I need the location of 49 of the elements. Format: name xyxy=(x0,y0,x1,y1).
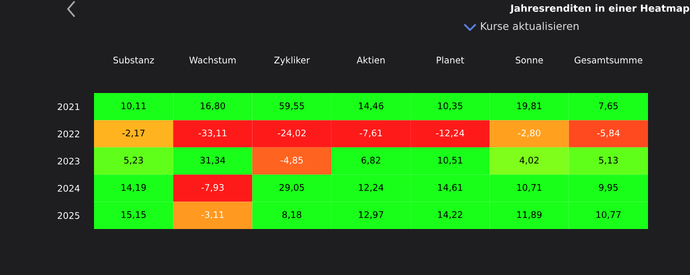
chart-title: Jahresrenditen in einer Heatmap xyxy=(510,4,690,14)
x-tick-label: Sonne xyxy=(516,56,543,64)
data-label: 12,97 xyxy=(359,211,384,219)
data-label: -2,80 xyxy=(518,130,540,138)
data-label: 11,89 xyxy=(517,211,542,219)
data-label: 14,19 xyxy=(122,184,146,192)
data-label: -24,02 xyxy=(278,130,306,138)
data-label: -7,93 xyxy=(201,184,224,192)
data-label: 15,15 xyxy=(122,211,146,219)
data-label: 29,05 xyxy=(280,184,304,192)
data-label: 14,61 xyxy=(438,184,462,192)
data-label: 10,35 xyxy=(438,102,462,110)
y-tick-label: 2022 xyxy=(58,130,80,138)
text: Kurse aktualisieren xyxy=(481,22,579,30)
data-label: 10,71 xyxy=(517,184,542,192)
y-tick-label: 2023 xyxy=(58,158,80,165)
data-label: 10,11 xyxy=(122,102,146,110)
data-label: 10,51 xyxy=(438,156,462,165)
data-label: -7,61 xyxy=(360,130,382,138)
data-label: 14,46 xyxy=(359,102,384,110)
data-label: 12,24 xyxy=(359,184,384,192)
data-label: 5,23 xyxy=(124,156,143,165)
x-tick-label: Zykliker xyxy=(274,56,310,66)
data-label: -33,11 xyxy=(198,130,226,138)
x-tick-label: Gesamtsumme xyxy=(574,56,642,64)
data-label: -12,24 xyxy=(436,130,464,138)
x-tick-label: Planet xyxy=(436,56,464,64)
data-label: 4,02 xyxy=(520,156,538,165)
data-label: 14,22 xyxy=(438,211,462,219)
y-tick-label: 2024 xyxy=(58,184,80,192)
data-label: 16,80 xyxy=(200,102,226,110)
data-label: 9,95 xyxy=(598,184,618,192)
data-label: 5,13 xyxy=(599,156,618,165)
data-label: 31,34 xyxy=(200,156,226,165)
x-tick-label: Aktien xyxy=(356,56,385,64)
data-label: -5,84 xyxy=(597,130,620,138)
data-label: 7,65 xyxy=(599,102,618,110)
y-tick-label: 2025 xyxy=(58,212,80,219)
data-label: 10,77 xyxy=(596,211,621,219)
data-label: -3,11 xyxy=(201,211,224,219)
data-label: 8,18 xyxy=(282,211,302,219)
data-label: -4,85 xyxy=(280,156,303,165)
data-label: 59,55 xyxy=(280,102,304,110)
data-label: -2,17 xyxy=(122,130,144,138)
data-label: 19,81 xyxy=(517,102,542,110)
x-tick-label: Wachstum xyxy=(189,56,236,64)
y-tick-label: 2021 xyxy=(58,103,80,110)
x-tick-label: Substanz xyxy=(113,56,154,64)
data-label: 6,82 xyxy=(362,156,380,165)
